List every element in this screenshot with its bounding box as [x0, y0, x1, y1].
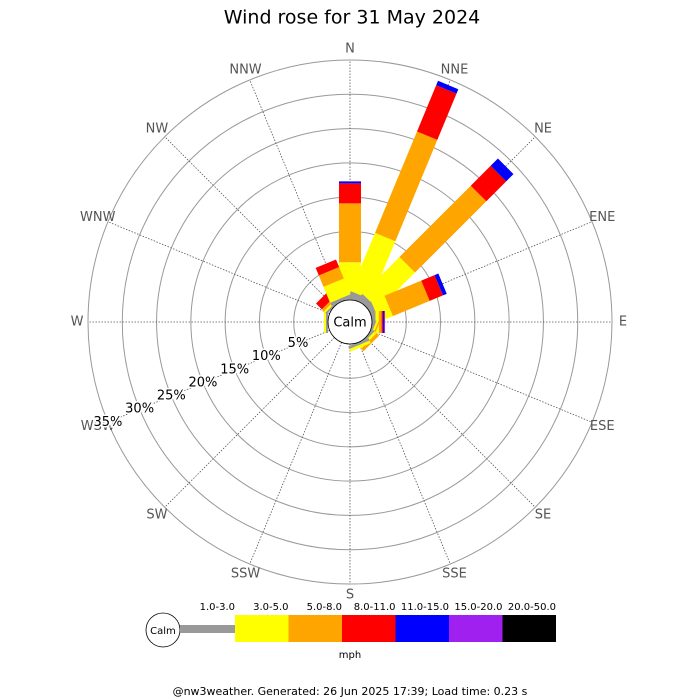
- spoke: [107, 330, 330, 423]
- r-tick-label: 30%: [125, 402, 154, 417]
- spoke: [164, 136, 335, 307]
- direction-label: SSW: [231, 567, 261, 582]
- legend-label: 1.0-3.0: [200, 602, 235, 613]
- bar-segment: [349, 340, 371, 352]
- bar-segment: [318, 267, 344, 287]
- footer: @nw3weather. Generated: 26 Jun 2025 17:3…: [173, 685, 528, 698]
- spoke: [249, 342, 342, 565]
- bar-segment: [315, 259, 340, 276]
- spoke: [164, 337, 335, 508]
- ring: [87, 59, 613, 585]
- bar-segment: [362, 256, 416, 310]
- legend-label: 5.0-8.0: [307, 602, 342, 613]
- chart-title: Wind rose for 31 May 2024: [224, 7, 481, 29]
- bar-segment: [382, 311, 385, 333]
- bar-segment: [436, 80, 459, 94]
- legend-swatch: [235, 615, 289, 642]
- legend-calm-label: Calm: [150, 626, 176, 637]
- legend-label: 11.0-15.0: [401, 602, 449, 613]
- direction-label: NNE: [441, 62, 469, 77]
- r-tick-label: 15%: [220, 362, 249, 377]
- bar-segment: [339, 203, 361, 263]
- r-tick-label: 20%: [189, 375, 218, 390]
- ring: [190, 162, 510, 482]
- bar-segment: [339, 183, 361, 204]
- legend-swatch: [342, 615, 396, 642]
- bar-segment: [378, 311, 382, 333]
- direction-label: W: [71, 315, 84, 330]
- legend-label: 20.0-50.0: [508, 602, 556, 613]
- direction-label: ENE: [589, 210, 615, 225]
- direction-label: NNW: [229, 62, 261, 77]
- bar-segment: [348, 338, 370, 350]
- ring: [121, 93, 579, 551]
- bar-segment: [323, 278, 351, 303]
- bar-segment: [384, 311, 386, 333]
- r-tick-label: 35%: [93, 415, 122, 430]
- spoke: [358, 342, 451, 565]
- bar-segment: [323, 311, 326, 333]
- legend-label: 8.0-11.0: [354, 602, 396, 613]
- bar-segment: [381, 311, 383, 333]
- bar-segment: [350, 232, 396, 300]
- direction-label: SW: [146, 508, 167, 523]
- bar-segment: [371, 295, 393, 322]
- legend-swatch: [180, 625, 235, 633]
- r-tick-label: 5%: [288, 336, 309, 351]
- direction-label: SE: [535, 508, 551, 523]
- legend-label: 3.0-5.0: [253, 602, 288, 613]
- bar-segment: [399, 185, 487, 273]
- bar-segment: [384, 280, 430, 317]
- bar-segment: [470, 165, 507, 202]
- spoke: [107, 221, 330, 314]
- bar-segment: [330, 294, 352, 306]
- legend-label: 15.0-20.0: [454, 602, 502, 613]
- bar-segment: [339, 181, 361, 184]
- bar-segment: [375, 131, 438, 242]
- spoke: [365, 337, 536, 508]
- direction-label: N: [345, 42, 355, 57]
- legend-swatch: [395, 615, 449, 642]
- legend-swatch: [502, 615, 556, 642]
- r-tick-label: 10%: [252, 349, 281, 364]
- r-tick-label: 25%: [157, 389, 186, 404]
- direction-label: ESE: [590, 419, 615, 434]
- calm-label: Calm: [333, 316, 366, 331]
- spoke: [370, 330, 593, 423]
- direction-label: NE: [534, 121, 552, 136]
- direction-label: SSE: [442, 567, 467, 582]
- direction-label: WNW: [80, 210, 116, 225]
- unit-label: mph: [339, 650, 361, 661]
- direction-label: S: [346, 588, 354, 603]
- legend-swatch: [449, 615, 503, 642]
- bar-segment: [417, 85, 457, 140]
- bar-segment: [421, 275, 443, 301]
- direction-label: WSW: [81, 419, 115, 434]
- calm-circle: [327, 299, 373, 345]
- bar-segment: [490, 158, 514, 182]
- direction-label: NW: [146, 121, 169, 136]
- direction-label: E: [619, 315, 627, 330]
- legend-swatch: [288, 615, 342, 642]
- bar-segment: [434, 273, 447, 296]
- bar-segment: [325, 311, 328, 333]
